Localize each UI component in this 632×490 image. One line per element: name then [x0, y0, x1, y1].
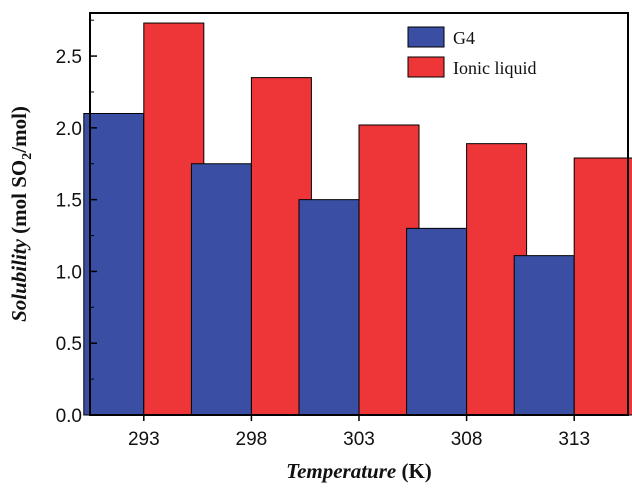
y-tick-label: 0.0 — [56, 406, 82, 427]
bar-g4-308 — [406, 227, 468, 416]
y-tick-label: 0.5 — [56, 334, 82, 355]
y-axis-title: Solubility (mol SO2/mol) — [7, 106, 35, 322]
bars-group — [83, 22, 632, 416]
y-axis-title-subscript: 2 — [20, 153, 35, 160]
x-axis-title: Temperature (K) — [286, 459, 432, 483]
y-axis-title-italic: Solubility — [7, 238, 31, 322]
y-axis-title-unit: (mol SO — [7, 160, 31, 239]
bar-g4-313 — [513, 255, 575, 416]
bar-g4-298 — [190, 163, 252, 416]
y-axis: 0.0 0.5 1.0 1.5 2.0 2.5 — [56, 19, 97, 427]
legend-label-ionic-liquid: Ionic liquid — [453, 58, 537, 78]
x-tick-label: 298 — [236, 429, 268, 450]
y-tick-label: 1.0 — [56, 262, 82, 283]
y-axis-title-suffix: /mol) — [7, 106, 31, 154]
y-tick-label: 1.5 — [56, 191, 82, 212]
x-tick-label: 303 — [343, 429, 375, 450]
y-tick-label: 2.5 — [56, 47, 82, 68]
x-tick-label: 293 — [128, 429, 160, 450]
y-tick-label: 2.0 — [56, 119, 82, 140]
legend-label-g4: G4 — [453, 28, 475, 48]
legend-swatch-g4 — [407, 26, 445, 48]
x-axis-title-unit: (K) — [396, 459, 432, 483]
bar-g4-293 — [83, 113, 145, 416]
x-tick-label: 313 — [558, 429, 590, 450]
x-tick-label: 308 — [451, 429, 483, 450]
legend: G4 Ionic liquid — [407, 26, 537, 78]
bar-g4-303 — [298, 199, 360, 416]
x-axis: 293 298 303 308 313 — [128, 415, 590, 450]
x-axis-title-italic: Temperature — [286, 459, 396, 483]
bar-ionic-liquid-313 — [573, 157, 632, 416]
legend-swatch-ionic-liquid — [407, 56, 445, 78]
